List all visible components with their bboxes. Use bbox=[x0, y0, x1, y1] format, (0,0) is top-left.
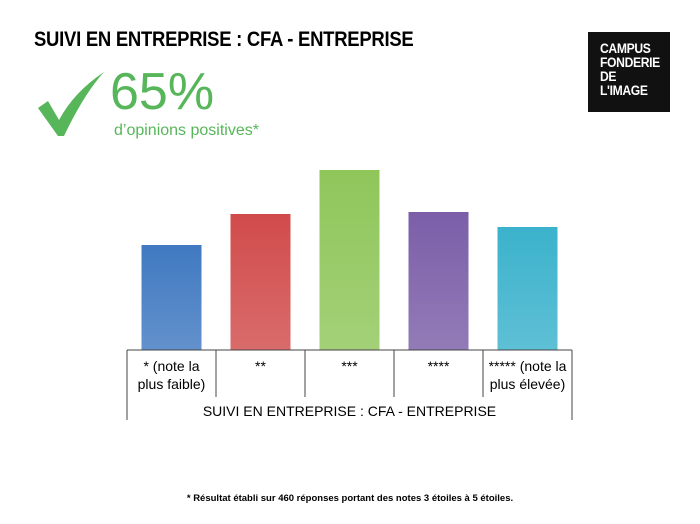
page-title: SUIVI EN ENTREPRISE : CFA - ENTREPRISE bbox=[34, 28, 414, 51]
category-label-4: **** bbox=[428, 358, 450, 374]
category-label-5: ***** (note la plus élevée) bbox=[489, 358, 567, 392]
campus-fonderie-logo: CAMPUS FONDERIE DE L'IMAGE bbox=[588, 32, 670, 112]
footnote: * Résultat établi sur 460 réponses porta… bbox=[186, 493, 514, 504]
checkmark-icon bbox=[38, 72, 104, 136]
logo-line-3: DE bbox=[600, 69, 617, 84]
positive-percentage: 65% bbox=[110, 63, 215, 121]
category-label-1: * (note la plus faible) bbox=[138, 358, 206, 392]
logo-line-2: FONDERIE bbox=[600, 55, 660, 70]
logo-line-4: L'IMAGE bbox=[600, 83, 648, 98]
bar-4 bbox=[408, 212, 469, 350]
bar-1 bbox=[141, 245, 202, 350]
bar-5 bbox=[497, 227, 558, 350]
x-axis-title: SUIVI EN ENTREPRISE : CFA - ENTREPRISE bbox=[203, 403, 496, 419]
logo-line-1: CAMPUS bbox=[600, 41, 651, 56]
category-label-2: ** bbox=[255, 358, 266, 374]
bar-3 bbox=[319, 170, 380, 350]
bar-2 bbox=[230, 214, 291, 350]
category-label-3: *** bbox=[341, 358, 358, 374]
positive-caption: d’opinions positives* bbox=[114, 122, 259, 139]
